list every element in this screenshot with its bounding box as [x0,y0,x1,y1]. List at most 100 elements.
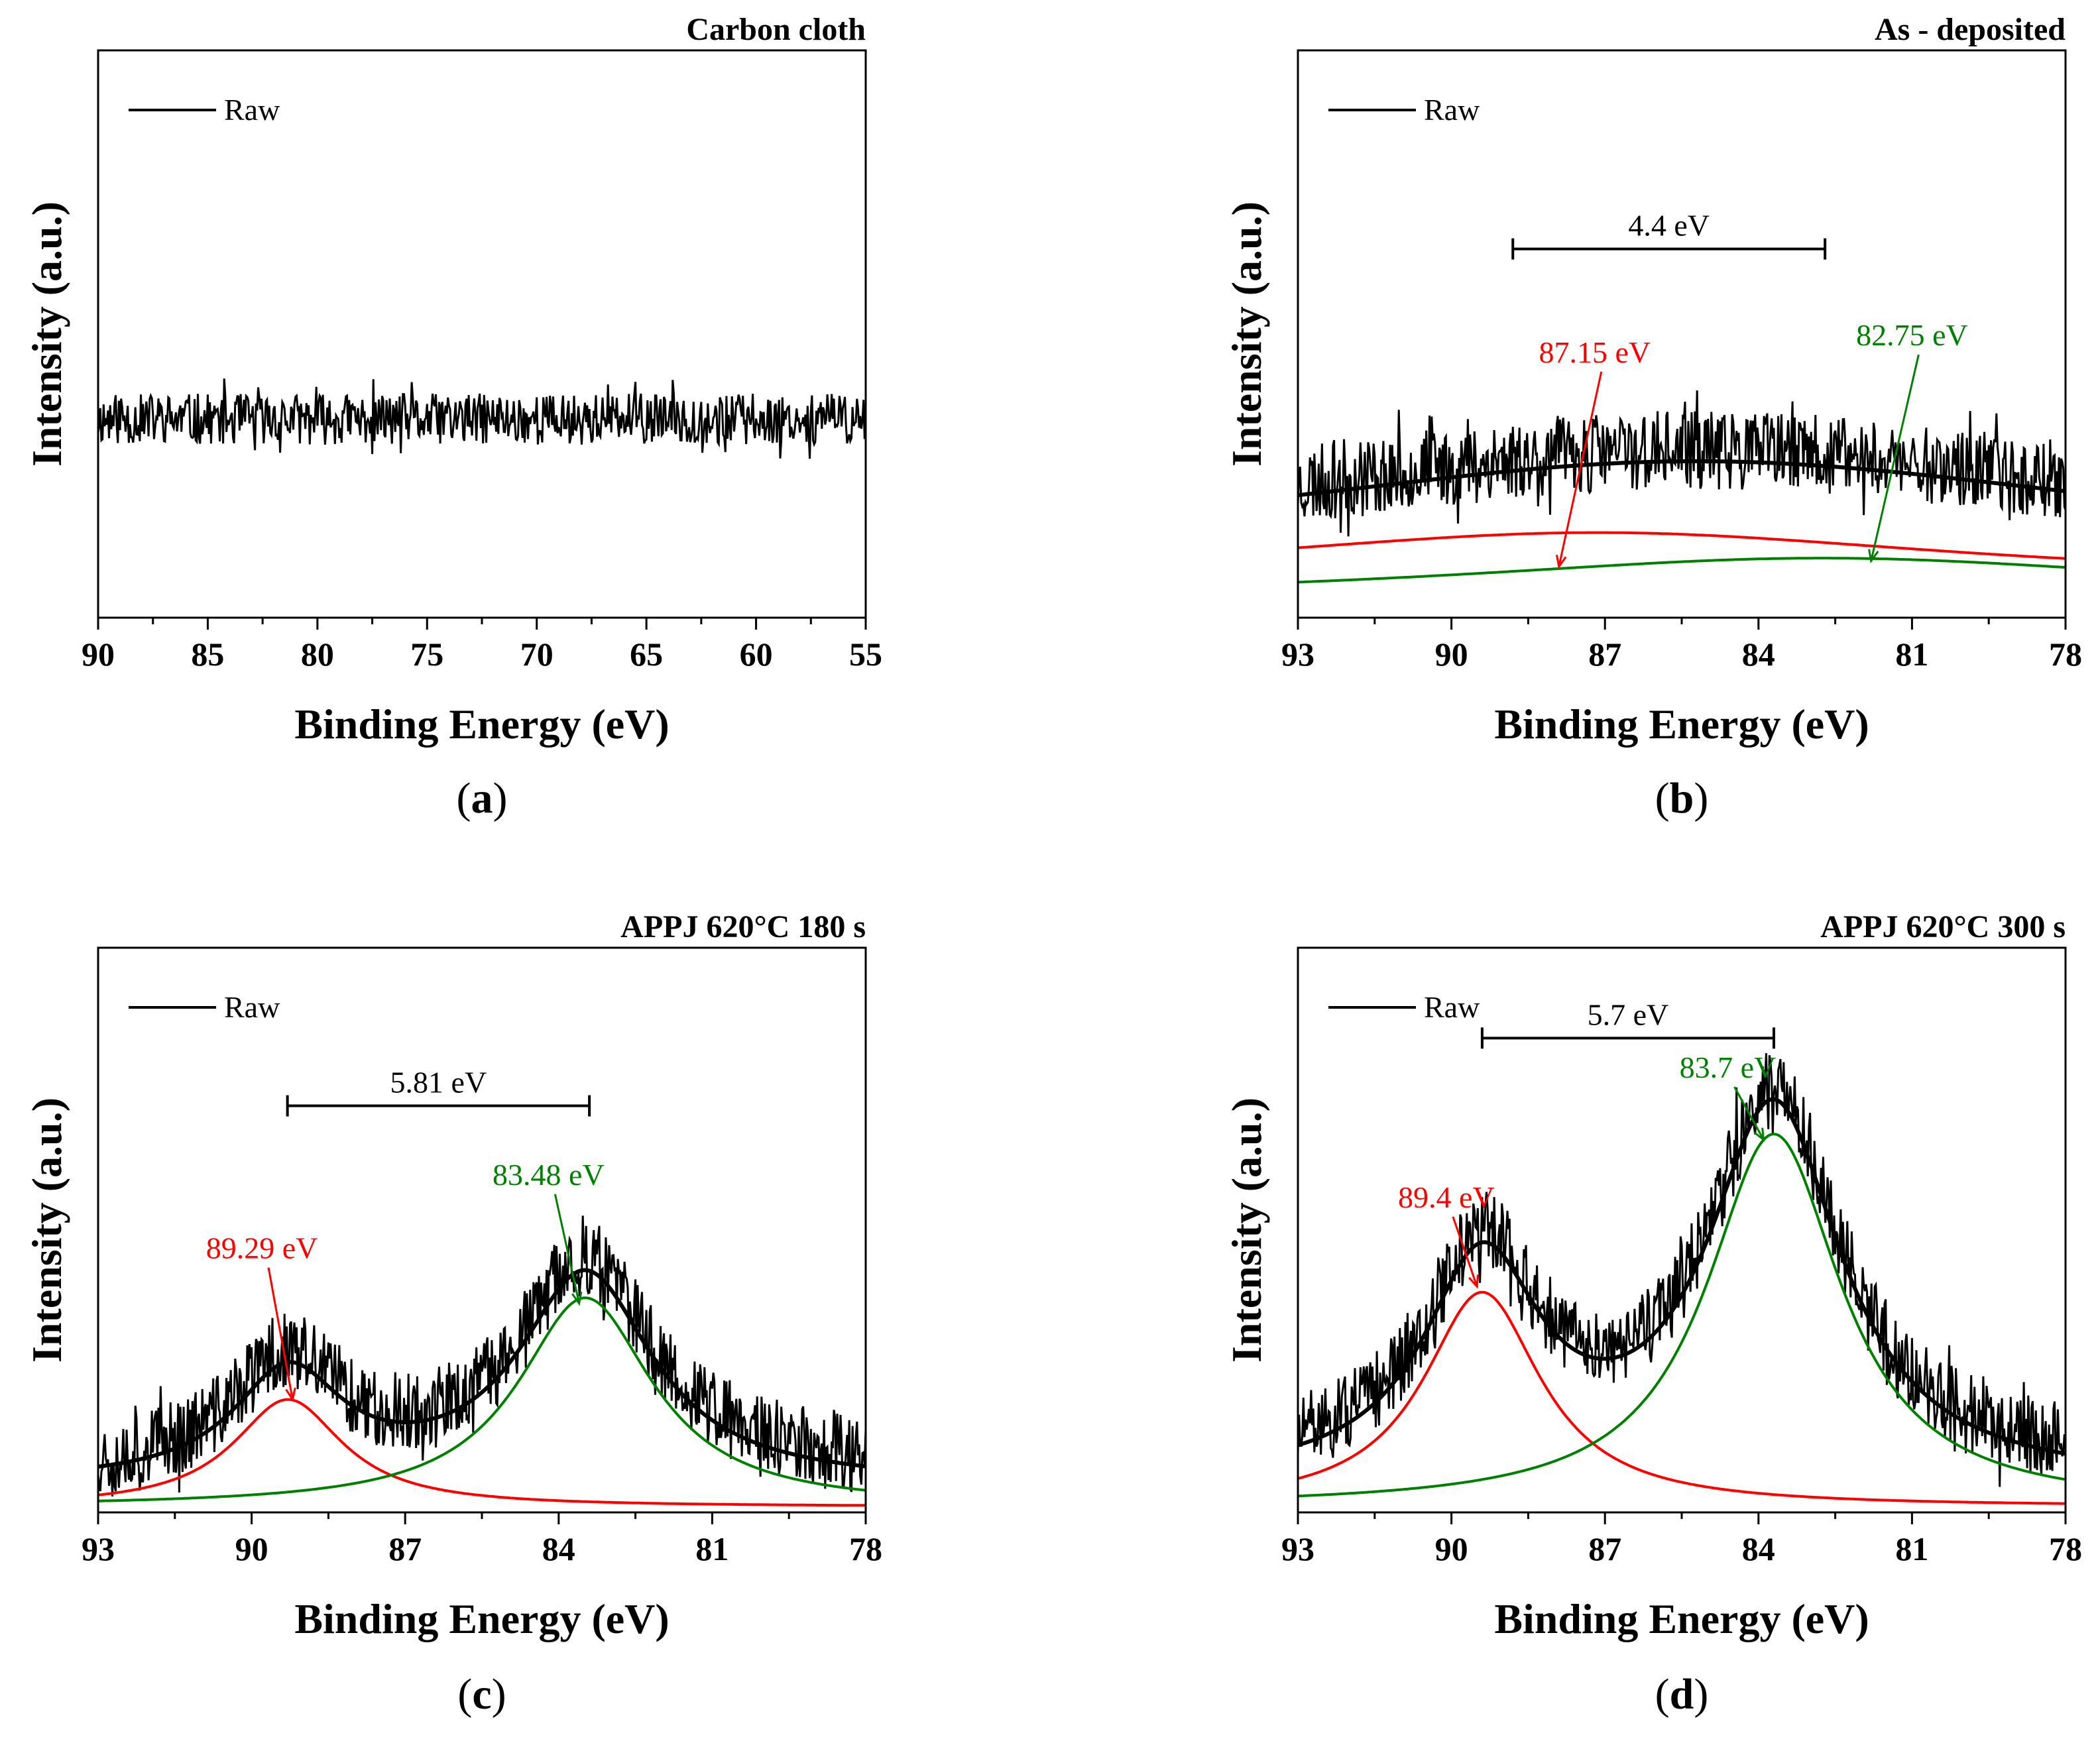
legend: Raw [1328,93,1480,127]
x-tick-label: 75 [410,636,443,673]
series-raw [98,378,866,459]
panel-label-open: ( [1655,774,1670,822]
panel-label-d: (d) [1655,1670,1709,1719]
x-axis-label: Binding Energy (eV) [294,1595,669,1642]
x-tick-label: 90 [1435,636,1468,673]
x-axis-label: Binding Energy (eV) [294,701,669,748]
x-tick-label: 55 [849,636,882,673]
x-tick-label: 81 [1895,1530,1928,1567]
panel-label-close: ) [1694,774,1708,822]
peak-label: 82.75 eV [1856,318,1968,352]
legend-label: Raw [224,990,280,1024]
x-tick-label: 78 [2049,1530,2082,1567]
arrow-head [1868,549,1879,564]
peak-annotation: 83.48 eV [493,1158,605,1306]
chart-title: APPJ 620°C 180 s [620,909,866,944]
series-envelope [98,1268,866,1469]
x-tick-label: 87 [1588,1530,1621,1567]
panel-label-a: (a) [457,774,508,822]
panel-label-close: ) [492,1670,506,1719]
y-axis-label: Intensity (a.u.) [1223,1098,1270,1363]
series-envelope [1298,459,2066,498]
panel-label-open: ( [457,1670,472,1719]
x-tick-label: 60 [740,636,773,673]
arrow-head [1468,1274,1479,1289]
legend-label: Raw [224,93,280,127]
y-axis-label: Intensity (a.u.) [23,201,70,467]
panel-label-c: (c) [457,1670,506,1719]
peak-pointer [1870,354,1920,561]
x-tick-label: 80 [301,636,334,673]
peak-annotation: 83.7 eV [1680,1050,1777,1143]
series-fit-2 [1298,1133,2066,1498]
chart-title: As - deposited [1875,12,2066,47]
x-tick-label: 78 [849,1530,882,1567]
series-fit-2 [1298,557,2066,584]
x-tick-label: 70 [520,636,554,673]
x-tick-label: 84 [1742,1530,1775,1567]
series-raw [1298,390,2066,537]
x-tick-label: 81 [1895,636,1928,673]
bracket-label: 4.4 eV [1628,209,1710,243]
legend: Raw [129,990,280,1024]
peak-pointer [1452,1216,1478,1287]
x-axis-label: Binding Energy (eV) [1494,701,1869,748]
chart-title: Carbon cloth [686,12,866,47]
x-tick-label: 85 [191,636,224,673]
legend: Raw [129,93,280,127]
series-raw [1298,1053,2066,1487]
arrow-head [571,1291,583,1306]
x-tick-label: 90 [235,1530,268,1567]
x-tick-label: 90 [82,636,115,673]
series-envelope [1298,1097,2066,1456]
y-axis-label: Intensity (a.u.) [1223,201,1270,467]
x-tick-label: 84 [542,1530,575,1567]
x-axis-label: Binding Energy (eV) [1494,1595,1869,1642]
peak-annotation: 82.75 eV [1856,318,1968,564]
panel-label-letter: a [471,774,493,822]
energy-separation-bracket: 5.7 eV [1480,997,1775,1049]
chart-panel-b: 93 90 87 84 81 78 As - deposited Binding Energy… [1223,12,2082,822]
series-fit-1 [1298,1290,2066,1505]
panel-label-open: ( [457,774,471,822]
x-tick-label: 93 [82,1530,115,1567]
legend: Raw [1328,990,1480,1024]
peak-label: 89.29 eV [206,1231,318,1265]
bracket-label: 5.7 eV [1588,997,1669,1031]
panel-label-close: ) [493,774,508,822]
series-fit-2 [98,1296,866,1502]
peak-label: 83.48 eV [493,1158,605,1192]
legend-label: Raw [1424,990,1480,1024]
plot-frame [97,49,867,619]
legend-label: Raw [1424,93,1480,127]
y-axis-label: Intensity (a.u.) [23,1098,70,1363]
peak-annotation: 89.29 eV [206,1231,318,1402]
series-raw [98,1215,866,1497]
x-tick-label: 87 [388,1530,422,1567]
x-tick-label: 81 [695,1530,729,1567]
peak-pointer [554,1194,581,1304]
panel-label-open: ( [1655,1670,1670,1719]
x-tick-label: 93 [1281,636,1314,673]
bracket-label: 5.81 eV [390,1066,487,1099]
chart-panel-d: 93 90 87 84 81 78 APPJ 620°C 300 s Binding Ener… [1223,909,2082,1719]
arrow-head [285,1387,296,1402]
series-fit-1 [98,1398,866,1507]
x-tick-label: 78 [2049,636,2082,673]
panel-label-close: ) [1694,1670,1708,1719]
panel-label-letter: b [1670,774,1694,822]
arrow-head [1753,1127,1765,1143]
peak-pointer [267,1267,294,1400]
series-fit-1 [1298,531,2066,560]
chart-panel-a: 90 85 80 75 70 65 60 55 Carbon cloth Binding Ener… [23,12,882,822]
peak-pointer [1733,1086,1765,1141]
panel-label-letter: d [1670,1670,1694,1719]
peak-label: 87.15 eV [1539,335,1651,369]
x-tick-label: 65 [630,636,663,673]
peak-annotation: 89.4 eV [1398,1180,1495,1289]
panel-label-letter: c [472,1670,491,1719]
peak-annotation: 87.15 eV [1539,335,1651,569]
peak-label: 89.4 eV [1398,1180,1495,1214]
peak-label: 83.7 eV [1680,1050,1777,1084]
peak-pointer [1558,371,1603,567]
